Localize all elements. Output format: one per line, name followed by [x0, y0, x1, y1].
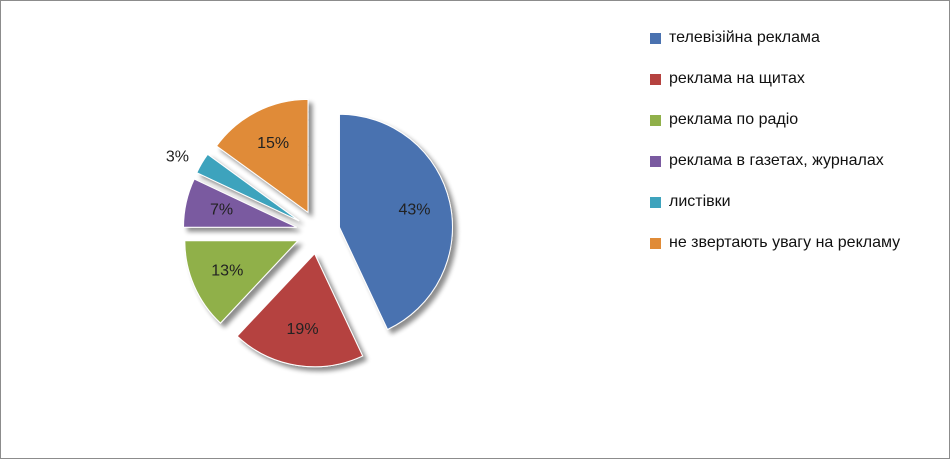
legend-swatch [650, 196, 661, 208]
legend-label: реклама в газетах, журналах [669, 152, 884, 169]
legend-item: не звертають увагу на рекламу [650, 233, 948, 253]
legend-label: реклама на щитах [669, 70, 805, 87]
legend-label: листівки [669, 193, 731, 210]
data-label: 3% [166, 148, 189, 165]
legend-label: реклама по радіо [669, 111, 799, 128]
legend-item: реклама по радіо [650, 110, 948, 130]
legend-item: телевізійна реклама [650, 28, 948, 48]
legend-swatch [650, 32, 661, 44]
pie-slice [196, 153, 300, 222]
legend-label: телевізійна реклама [669, 29, 820, 46]
legend-item: листівки [650, 192, 948, 212]
legend: телевізійна реклама реклама на щитах рек… [650, 28, 948, 274]
pie-slice [183, 178, 297, 228]
data-label: 43% [398, 202, 430, 219]
legend-swatch [650, 155, 661, 167]
legend-item: реклама в газетах, журналах [650, 151, 948, 171]
legend-swatch [650, 73, 661, 85]
pie-slice [338, 113, 453, 331]
legend-swatch [650, 237, 661, 249]
data-label: 15% [257, 135, 289, 152]
pie-slice [215, 98, 309, 214]
legend-item: реклама на щитах [650, 69, 948, 89]
data-label: 13% [211, 262, 243, 279]
legend-label: не звертають увагу на рекламу [669, 234, 901, 251]
data-label: 19% [287, 321, 319, 338]
pie-slice [184, 240, 299, 324]
legend-swatch [650, 114, 661, 126]
data-label: 7% [210, 202, 233, 219]
pie-slice [236, 252, 364, 368]
